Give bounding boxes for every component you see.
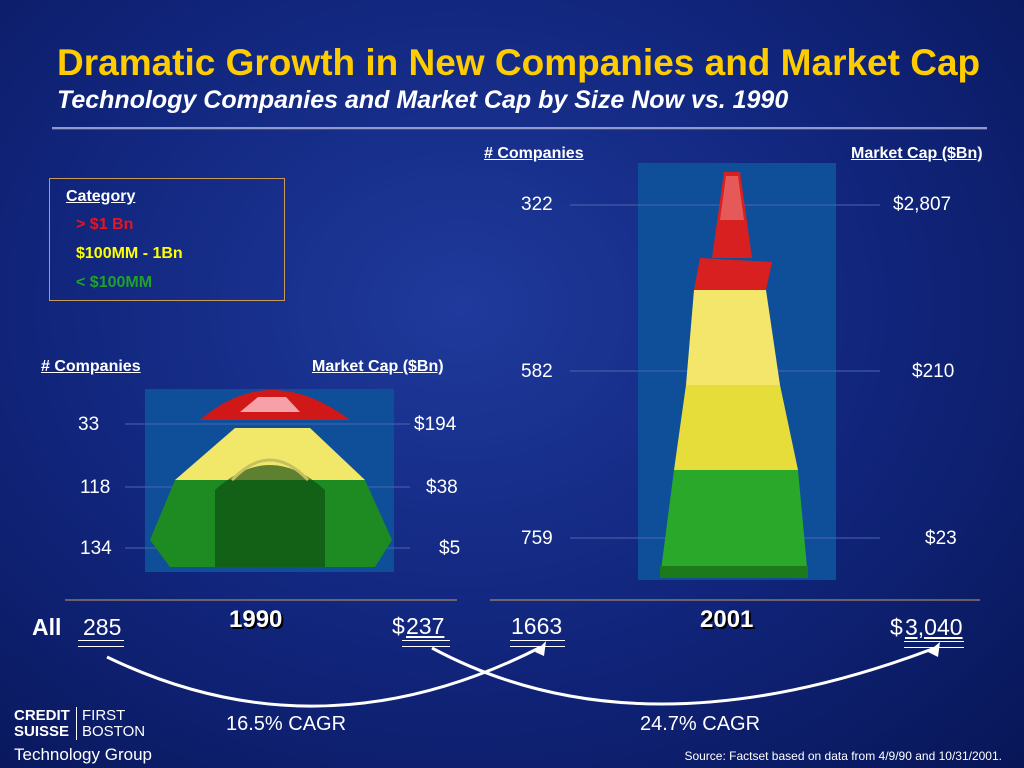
logo-technology-group: Technology Group: [14, 745, 152, 764]
right-marketcap-header: Market Cap ($Bn): [851, 145, 983, 162]
pyramid-picture: [660, 172, 808, 578]
right-total-companies-underline: [510, 640, 565, 647]
title-divider: [52, 127, 987, 130]
right-cagr-arrowhead: [928, 642, 940, 657]
left-total-companies-underline: [78, 640, 124, 647]
right-cagr-arc: [431, 646, 936, 706]
right-total-cap: 3,040: [905, 614, 963, 640]
left-marketcap-header: Market Cap ($Bn): [312, 358, 444, 375]
right-companies-header: # Companies: [484, 145, 584, 162]
left-companies-header: # Companies: [41, 358, 141, 375]
right-total-companies: 1663: [511, 613, 563, 639]
left-marketcap-large: $194: [414, 414, 457, 435]
right-marketcap-mid: $210: [912, 361, 955, 382]
legend-item-large: > $1 Bn: [76, 216, 134, 233]
logo-suisse-text: SUISSE: [14, 723, 70, 740]
left-marketcap-mid: $38: [426, 477, 458, 498]
left-total-companies: 285: [83, 614, 122, 640]
left-marketcap-small: $5: [439, 538, 461, 559]
left-cagr-arc: [106, 645, 542, 708]
right-total-cap-underline: [904, 641, 964, 648]
left-companies-large: 33: [78, 414, 100, 435]
category-legend: Category > $1 Bn $100MM - 1Bn < $100MM: [49, 178, 285, 301]
all-label: All: [32, 614, 62, 640]
left-total-cap-underline: [402, 640, 450, 647]
legend-item-mid: $100MM - 1Bn: [76, 245, 183, 262]
logo-credit-text: CREDIT: [14, 707, 70, 724]
right-cagr-label: 24.7% CAGR: [640, 713, 761, 735]
tent-picture: [150, 390, 392, 567]
left-total-cap-prefix: $: [392, 613, 405, 639]
left-cagr-arrowhead: [535, 641, 546, 656]
left-companies-small: 134: [80, 538, 112, 559]
logo-boston-text: BOSTON: [82, 723, 146, 740]
legend-heading: Category: [66, 188, 136, 205]
year-2001-label: 2001: [700, 606, 754, 633]
source-note: Source: Factset based on data from 4/9/9…: [684, 749, 1002, 763]
logo-credit-suisse: CREDIT SUISSE: [14, 708, 70, 740]
right-companies-mid: 582: [521, 361, 553, 382]
right-total-cap-prefix: $: [890, 614, 903, 640]
left-total-cap: 237: [406, 613, 445, 639]
logo-first-boston: FIRST BOSTON: [82, 708, 145, 740]
right-marketcap-large: $2,807: [893, 194, 952, 215]
right-companies-small: 759: [521, 528, 553, 549]
page-title: Dramatic Growth in New Companies and Mar…: [57, 42, 981, 83]
legend-item-small: < $100MM: [76, 274, 153, 291]
page-subtitle: Technology Companies and Market Cap by S…: [57, 86, 789, 114]
logo-first-text: FIRST: [82, 707, 126, 724]
right-companies-large: 322: [521, 194, 553, 215]
year-1990-label: 1990: [229, 606, 283, 633]
logo-divider: [76, 707, 77, 740]
left-companies-mid: 118: [80, 477, 111, 498]
right-marketcap-small: $23: [925, 528, 957, 549]
left-cagr-label: 16.5% CAGR: [226, 713, 347, 735]
